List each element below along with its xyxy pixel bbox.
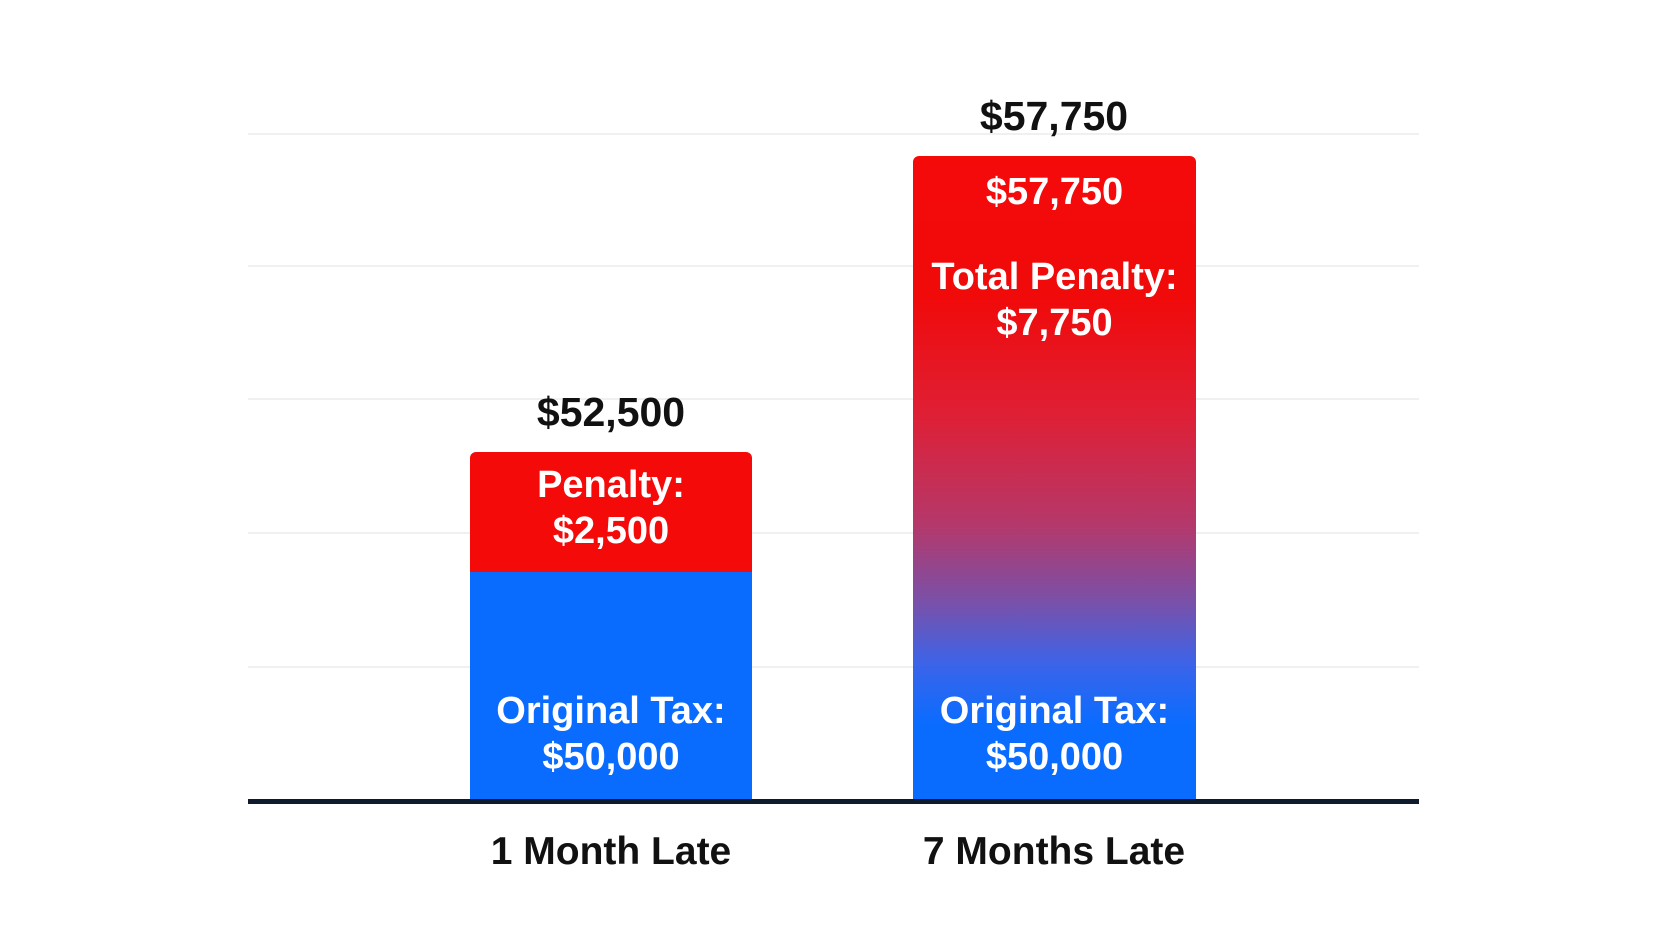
penalty-label: Total Penalty: [931, 256, 1178, 298]
x-axis-line [248, 799, 1419, 804]
penalty-value: $7,750 [996, 302, 1113, 344]
bar-total-label: $52,500 [536, 389, 686, 435]
inner-total-value: $57,750 [985, 171, 1124, 213]
original-tax-value: $50,000 [542, 736, 680, 778]
gridline [248, 133, 1419, 135]
bar-segment-original-tax [470, 572, 752, 801]
original-tax-label: Original Tax: [496, 690, 726, 732]
x-tick-label: 1 Month Late [490, 830, 732, 873]
x-tick-label: 7 Months Late [922, 830, 1186, 873]
gridline [248, 265, 1419, 267]
gridline [248, 532, 1419, 534]
bar-1-month-late: Penalty: $2,500 Original Tax: $50,000 [470, 452, 752, 801]
gridline [248, 398, 1419, 400]
bar-segment-penalty [470, 452, 752, 572]
bar-7-months-late: $57,750 Total Penalty: $7,750 Original T… [913, 156, 1196, 801]
original-tax-label: Original Tax: [939, 690, 1170, 732]
original-tax-value: $50,000 [985, 736, 1124, 778]
gridline [248, 666, 1419, 668]
penalty-value: $2,500 [552, 510, 670, 552]
bar-total-label: $57,750 [979, 93, 1129, 139]
penalty-label: Penalty: [537, 464, 685, 506]
